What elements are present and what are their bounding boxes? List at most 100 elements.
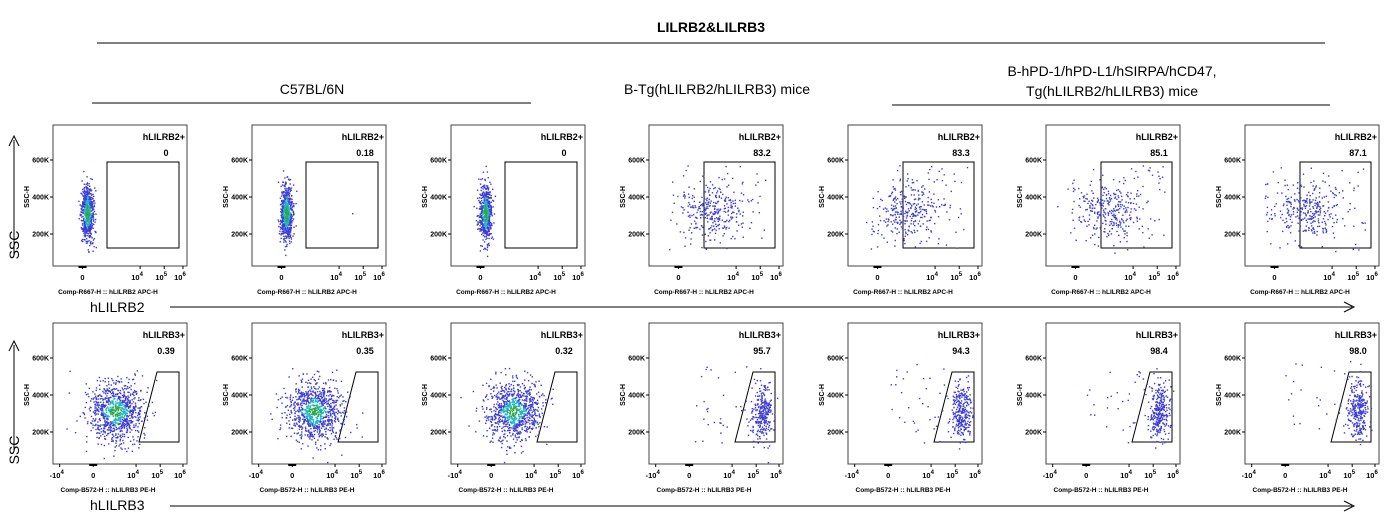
event-dot: [493, 222, 495, 224]
event-dot: [299, 409, 301, 411]
event-dot: [923, 208, 925, 211]
event-dot: [102, 411, 104, 414]
event-dot: [303, 421, 305, 423]
event-dot: [1349, 208, 1351, 211]
event-dot: [714, 239, 716, 241]
event-dot: [343, 410, 346, 412]
event-dot: [107, 400, 109, 403]
event-dot: [1306, 221, 1309, 223]
event-dot: [315, 400, 317, 402]
event-dot: [292, 220, 294, 222]
event-dot: [103, 392, 105, 394]
event-dot: [1117, 195, 1119, 197]
event-dot: [289, 197, 291, 199]
event-dot: [90, 240, 92, 243]
event-dot: [132, 401, 135, 403]
event-dot: [320, 397, 323, 399]
event-dot: [300, 425, 302, 427]
event-dot: [1114, 218, 1117, 220]
event-dot: [1313, 230, 1316, 233]
event-dot: [315, 408, 317, 410]
event-dot: [488, 202, 490, 204]
event-dot: [328, 390, 330, 392]
event-dot: [298, 396, 300, 399]
event-dot: [1125, 207, 1127, 209]
event-dot: [1130, 211, 1132, 213]
event-dot: [95, 423, 97, 426]
x-axis-title: Comp-B572-H :: hLILRB3 PE-H: [61, 487, 156, 494]
event-dot: [1094, 211, 1096, 213]
event-dot: [290, 204, 292, 207]
event-dot: [108, 409, 111, 412]
event-dot: [69, 370, 71, 373]
event-dot: [727, 206, 729, 209]
event-dot: [286, 196, 288, 198]
event-dot: [1307, 218, 1309, 220]
event-dot: [288, 237, 290, 240]
figure-title: LILRB2&LILRB3: [657, 19, 765, 35]
event-dot: [84, 230, 86, 232]
event-dot: [90, 207, 92, 209]
event-dot: [91, 202, 93, 205]
event-dot: [1072, 182, 1074, 185]
event-dot: [483, 241, 486, 243]
event-dot: [480, 187, 483, 189]
event-dot: [290, 187, 293, 189]
event-dot: [85, 394, 88, 396]
event-dot: [728, 220, 730, 223]
event-dot: [713, 205, 716, 207]
event-dot: [873, 231, 875, 233]
event-dot: [483, 227, 486, 229]
event-dot: [1116, 189, 1118, 192]
event-dot: [311, 394, 313, 396]
event-dot: [83, 225, 85, 227]
event-dot: [870, 248, 873, 250]
event-dot: [1133, 208, 1136, 210]
plot-frame: [52, 124, 188, 267]
event-dot: [333, 410, 335, 412]
event-dot: [98, 410, 100, 413]
event-dot: [109, 427, 112, 429]
event-dot: [129, 394, 132, 397]
event-dot: [87, 203, 89, 205]
y-tick-label: 400K: [32, 195, 49, 202]
event-dot: [921, 208, 923, 211]
event-dot: [737, 207, 739, 209]
event-dot: [689, 206, 692, 208]
event-dot: [894, 189, 897, 191]
axis-zero-mark: [288, 464, 297, 466]
event-dot: [86, 223, 88, 225]
event-dot: [481, 214, 483, 217]
event-dot: [483, 198, 485, 201]
event-dot: [114, 424, 116, 427]
event-dot: [902, 184, 904, 186]
event-dot: [717, 220, 719, 223]
event-dot: [894, 213, 896, 216]
event-dot: [1313, 213, 1316, 215]
event-dot: [479, 208, 482, 210]
event-dot: [1096, 197, 1099, 199]
event-dot: [317, 415, 319, 417]
event-dot: [287, 234, 289, 237]
event-dot: [287, 227, 289, 229]
x-tick-label: 104: [727, 272, 739, 282]
event-dot: [1113, 215, 1115, 217]
event-dot: [109, 391, 112, 393]
event-dot: [282, 216, 284, 218]
event-dot: [289, 227, 291, 229]
event-dot: [698, 206, 700, 208]
event-dot: [322, 422, 324, 424]
event-dot: [118, 418, 120, 420]
event-dot: [92, 223, 94, 225]
event-dot: [1126, 249, 1129, 251]
event-dot: [708, 228, 711, 230]
event-dot: [1161, 176, 1164, 178]
event-dot: [486, 171, 489, 173]
event-dot: [117, 410, 119, 412]
event-dot: [336, 399, 339, 402]
event-dot: [120, 423, 122, 425]
event-dot: [683, 191, 685, 193]
event-dot: [281, 402, 283, 404]
event-dot: [1309, 208, 1311, 210]
event-dot: [292, 205, 294, 207]
